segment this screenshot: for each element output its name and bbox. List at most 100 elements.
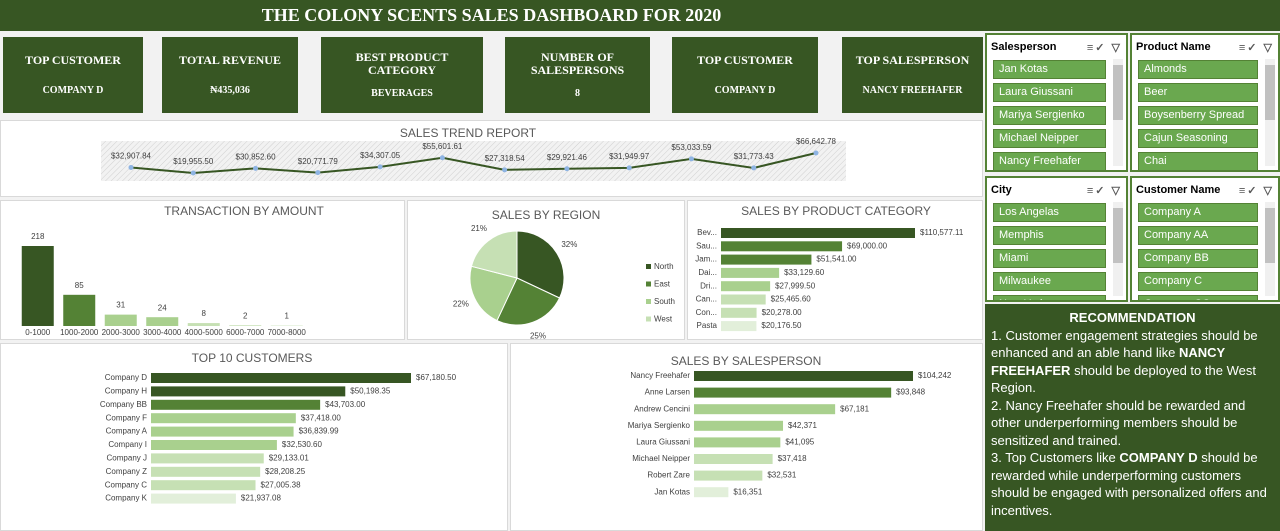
data-label: $21,937.08 bbox=[241, 494, 282, 503]
chart-title: SALES BY REGION bbox=[492, 208, 601, 222]
slicer-header: City ≡✓ ▽ bbox=[991, 181, 1122, 199]
slicer-item[interactable]: Los Angelas bbox=[993, 203, 1106, 222]
legend-swatch bbox=[646, 316, 651, 322]
slicer-item[interactable]: Mariya Sergienko bbox=[993, 106, 1106, 125]
data-label: 32% bbox=[561, 240, 577, 249]
kpi-card: TOP CUSTOMER COMPANY D bbox=[3, 37, 143, 113]
x-tick-label: 0-1000 bbox=[25, 328, 50, 337]
slicer-item[interactable]: Chai bbox=[1138, 152, 1258, 170]
slicer-item[interactable]: Beer bbox=[1138, 83, 1258, 102]
kpi-value: COMPANY D bbox=[714, 85, 776, 96]
slicer-icons[interactable]: ≡✓ ▽ bbox=[1238, 41, 1274, 54]
bar bbox=[694, 454, 773, 464]
legend-swatch bbox=[646, 281, 651, 287]
slicer-item[interactable]: New York bbox=[993, 295, 1106, 300]
slicer-item[interactable]: Cajun Seasoning bbox=[1138, 129, 1258, 148]
data-label: $34,307.05 bbox=[360, 151, 401, 160]
bar bbox=[151, 440, 277, 450]
data-label: $42,371 bbox=[788, 421, 817, 430]
recommendation-point: 3. Top Customers like COMPANY D should b… bbox=[991, 449, 1274, 519]
slicer-item[interactable]: Milwaukee bbox=[993, 272, 1106, 291]
slicer-item[interactable]: Company AA bbox=[1138, 226, 1258, 245]
slicer-item[interactable]: Memphis bbox=[993, 226, 1106, 245]
slicer-title: Customer Name bbox=[1136, 184, 1221, 196]
slicer-item[interactable]: Nancy Freehafer bbox=[993, 152, 1106, 170]
slicer-icons[interactable]: ≡✓ ▽ bbox=[1238, 184, 1274, 197]
pie-slice bbox=[496, 277, 561, 326]
kpi-label: TOP CUSTOMER bbox=[697, 53, 793, 67]
y-tick-label: Jan Kotas bbox=[654, 487, 690, 496]
scrollbar-thumb[interactable] bbox=[1113, 208, 1123, 263]
data-label: $32,531 bbox=[767, 471, 796, 480]
scrollbar-thumb[interactable] bbox=[1113, 65, 1123, 120]
x-tick-label: 7000-8000 bbox=[268, 328, 307, 337]
bar bbox=[151, 466, 261, 477]
scrollbar-thumb[interactable] bbox=[1265, 65, 1275, 120]
kpi-label: TOP SALESPERSON bbox=[855, 53, 970, 67]
dashboard-title: THE COLONY SCENTS SALES DASHBOARD FOR 20… bbox=[0, 0, 1280, 31]
legend-label: West bbox=[654, 315, 673, 324]
slicer-icons[interactable]: ≡✓ ▽ bbox=[1086, 184, 1122, 197]
data-label: $43,703.00 bbox=[325, 400, 366, 409]
pie-slice bbox=[469, 265, 518, 322]
recommendation-point: 1. Customer engagement strategies should… bbox=[991, 327, 1274, 397]
slicer-item[interactable]: Company A bbox=[1138, 203, 1258, 222]
slicer-item[interactable]: Michael Neipper bbox=[993, 129, 1106, 148]
data-label: 24 bbox=[158, 303, 167, 312]
bar bbox=[63, 294, 96, 326]
data-label: $69,000.00 bbox=[847, 241, 888, 250]
slicer-item[interactable]: Jan Kotas bbox=[993, 60, 1106, 79]
kpi-card: NUMBER OF SALESPERSONS 8 bbox=[505, 37, 650, 113]
data-label: 31 bbox=[116, 301, 125, 310]
slicer: Product Name ≡✓ ▽ Almonds Beer Boysenberry S… bbox=[1130, 33, 1280, 172]
y-tick-label: Mariya Sergienko bbox=[628, 421, 691, 430]
chart-title: TRANSACTION BY AMOUNT bbox=[164, 204, 324, 218]
y-tick-label: Company K bbox=[105, 494, 147, 503]
y-tick-label: Company F bbox=[106, 413, 147, 422]
data-label: $29,133.01 bbox=[269, 454, 310, 463]
data-label: $36,839.99 bbox=[299, 427, 340, 436]
slicer-item[interactable]: Company CC bbox=[1138, 295, 1258, 300]
y-tick-label: Nancy Freehafer bbox=[630, 371, 690, 380]
slicer-item[interactable]: Boysenberry Spread bbox=[1138, 106, 1258, 125]
y-tick-label: Michael Neipper bbox=[632, 454, 690, 463]
legend-label: North bbox=[654, 262, 674, 271]
legend-swatch bbox=[646, 264, 651, 269]
slicer-header: Product Name ≡✓ ▽ bbox=[1136, 38, 1274, 56]
recommendation-text: COMPANY D bbox=[1119, 450, 1198, 465]
kpi-card: TOP CUSTOMER COMPANY D bbox=[672, 37, 818, 113]
trend-marker bbox=[253, 165, 259, 171]
data-label: $67,180.50 bbox=[416, 373, 457, 382]
slicer-icons[interactable]: ≡✓ ▽ bbox=[1086, 41, 1122, 54]
trend-marker bbox=[751, 165, 757, 171]
bar bbox=[694, 404, 836, 415]
legend-label: South bbox=[654, 297, 675, 306]
kpi-value: COMPANY D bbox=[42, 85, 104, 96]
slicer-header: Customer Name ≡✓ ▽ bbox=[1136, 181, 1274, 199]
slicer-item[interactable]: Company C bbox=[1138, 272, 1258, 291]
pie-slice bbox=[516, 230, 565, 299]
data-label: $16,351 bbox=[733, 487, 762, 496]
y-tick-label: Andrew Cencini bbox=[634, 404, 690, 413]
slicer-item[interactable]: Miami bbox=[993, 249, 1106, 268]
scrollbar-thumb[interactable] bbox=[1265, 208, 1275, 263]
slicer-item[interactable]: Almonds bbox=[1138, 60, 1258, 79]
y-tick-label: Bev... bbox=[697, 228, 717, 237]
y-tick-label: Con... bbox=[696, 308, 717, 317]
bar bbox=[151, 399, 321, 410]
data-label: 21% bbox=[471, 224, 487, 233]
slicer-item[interactable]: Company BB bbox=[1138, 249, 1258, 268]
bar bbox=[721, 254, 812, 265]
data-label: $104,242 bbox=[918, 371, 952, 380]
data-label: 1 bbox=[285, 312, 290, 321]
bar bbox=[721, 307, 757, 318]
kpi-label: BEST PRODUCT CATEGORY bbox=[355, 49, 449, 77]
recommendation-title: RECOMMENDATION bbox=[1069, 310, 1196, 325]
bar bbox=[187, 323, 220, 326]
bar bbox=[721, 294, 766, 305]
y-tick-label: Sau... bbox=[696, 241, 717, 250]
slicer-item[interactable]: Laura Giussani bbox=[993, 83, 1106, 102]
data-label: 8 bbox=[202, 309, 207, 318]
slicer-header: Salesperson ≡✓ ▽ bbox=[991, 38, 1122, 56]
